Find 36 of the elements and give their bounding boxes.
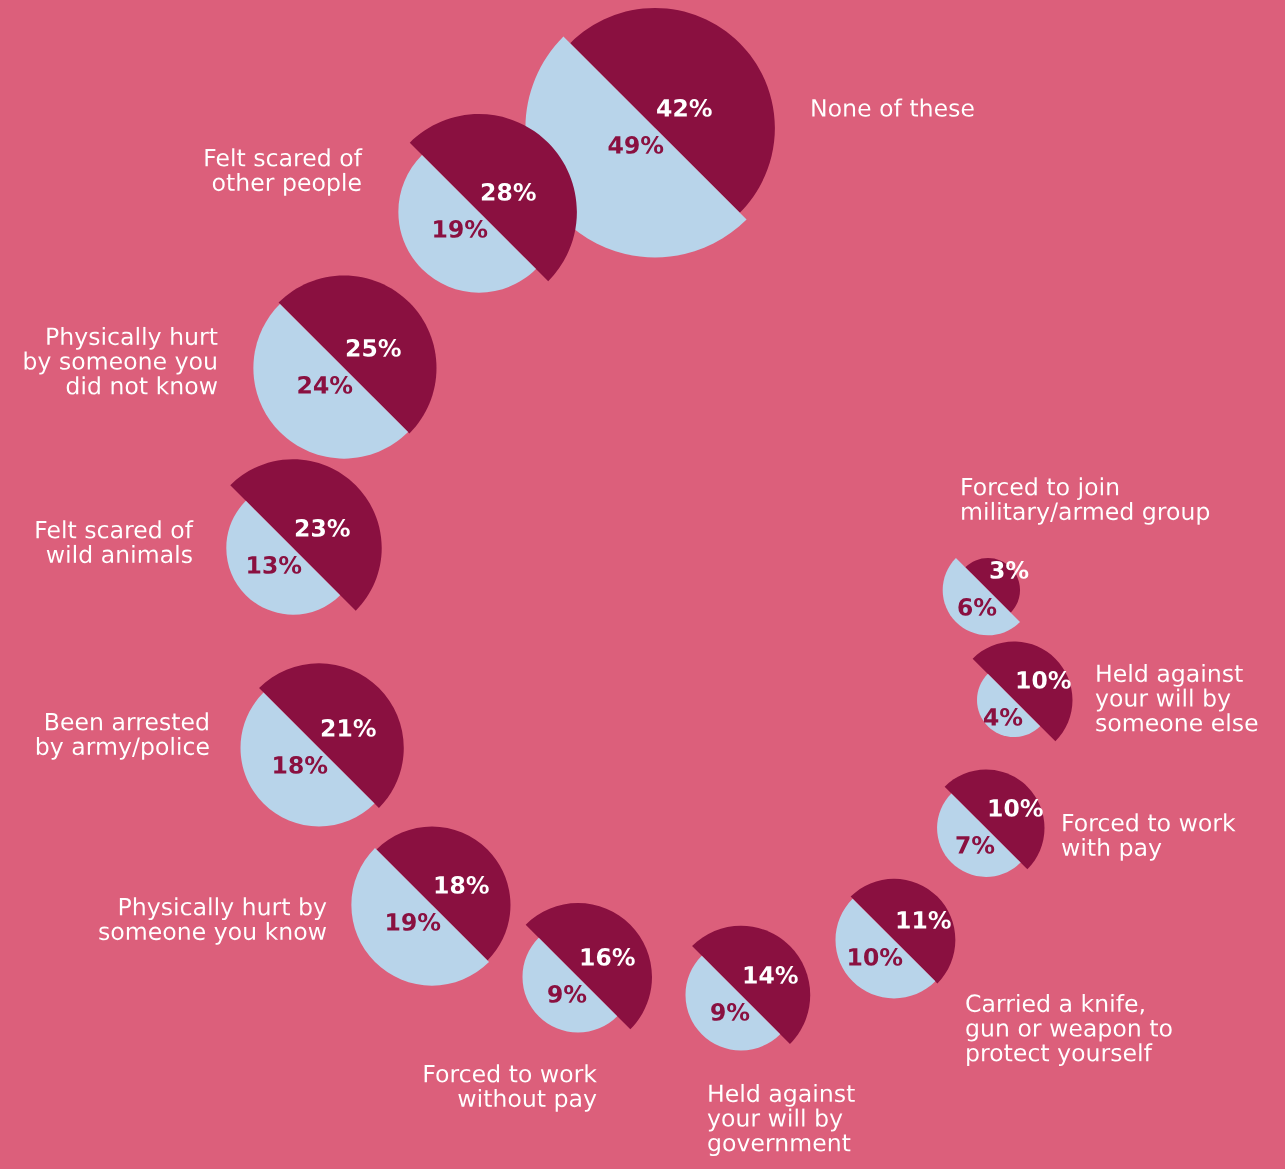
- category-label: Physically hurt by someone you did not know: [24, 326, 218, 395]
- data-label: 9%: [711, 1002, 750, 1021]
- data-label: 49%: [608, 135, 664, 154]
- data-label: 19%: [387, 912, 441, 931]
- data-label: 10%: [989, 798, 1043, 817]
- data-label: 16%: [581, 947, 635, 966]
- data-label: 13%: [248, 555, 302, 574]
- category-label: Felt scared of other people: [205, 148, 363, 196]
- category-label: Forced to work with pay: [1061, 813, 1236, 861]
- category-label: Felt scared of wild animals: [36, 520, 194, 564]
- data-label: 7%: [956, 835, 995, 854]
- data-label: 3%: [990, 560, 1029, 579]
- data-label: 18%: [435, 875, 489, 894]
- category-label: None of these: [812, 98, 974, 117]
- category-label: Forced to work without pay: [424, 1064, 597, 1112]
- category-label: Been arrested by army/police: [36, 712, 209, 760]
- category-label: Forced to join military/armed group: [962, 477, 1210, 525]
- category-label: Held against your will by someone else: [1095, 663, 1258, 732]
- data-label: 4%: [983, 707, 1023, 726]
- data-label: 21%: [321, 718, 376, 737]
- data-label: 11%: [897, 910, 951, 929]
- category-label: Held against your will by government: [707, 1083, 855, 1157]
- data-label: 10%: [849, 947, 903, 966]
- data-label: 24%: [298, 375, 353, 394]
- data-label: 14%: [744, 965, 798, 984]
- data-label: 18%: [274, 755, 328, 774]
- data-label: 42%: [657, 98, 712, 117]
- data-label: 9%: [548, 984, 587, 1003]
- category-label: Physically hurt by someone you know: [99, 897, 327, 945]
- data-label: 28%: [481, 182, 536, 201]
- data-label: 6%: [958, 597, 997, 616]
- data-label: 23%: [295, 518, 350, 537]
- data-label: 25%: [346, 338, 401, 357]
- data-label: 10%: [1017, 670, 1071, 689]
- category-label: Carried a knife, gun or weapon to protect yourself: [966, 993, 1172, 1067]
- data-label: 19%: [434, 219, 488, 238]
